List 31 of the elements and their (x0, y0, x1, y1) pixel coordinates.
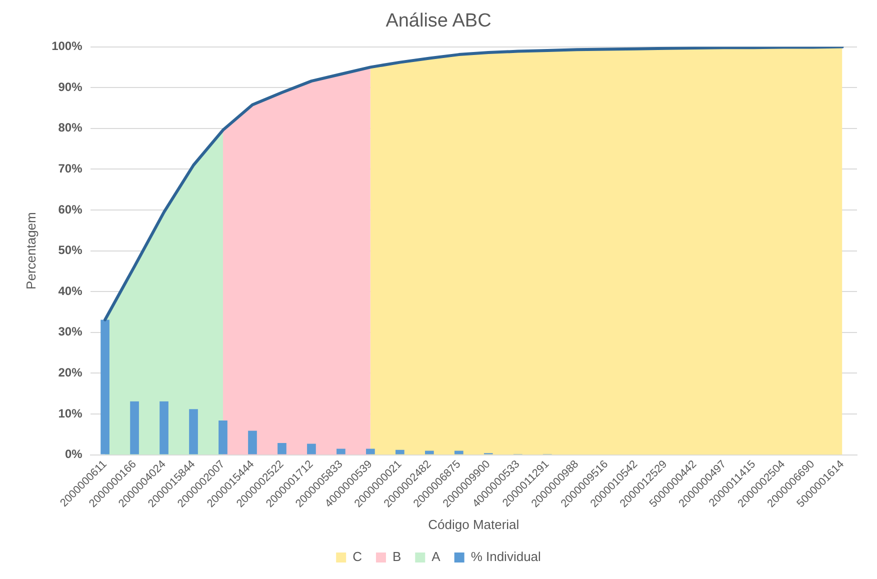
y-axis-title: Percentagem (23, 212, 38, 290)
legend-label: A (432, 549, 441, 564)
y-tick-label: 100% (52, 39, 83, 54)
legend-label: C (352, 549, 362, 564)
chart-title: Análise ABC (386, 10, 492, 32)
bar (396, 450, 404, 454)
y-tick-label: 90% (58, 80, 83, 94)
bar (307, 444, 316, 454)
y-tick-label: 80% (58, 120, 83, 135)
y-tick-label: 0% (64, 447, 83, 462)
y-tick-label: 70% (58, 162, 83, 176)
x-axis-title: Código Material (428, 516, 520, 532)
y-tick-label: 20% (58, 366, 83, 380)
bar (160, 401, 168, 454)
y-tick-label: 30% (58, 324, 83, 339)
bar (248, 430, 257, 454)
legend-label: B (392, 549, 402, 564)
y-tick-label: 10% (58, 406, 83, 420)
bar (130, 401, 139, 454)
bar (424, 450, 434, 454)
bar (218, 420, 228, 454)
bar (278, 442, 286, 454)
y-tick-label: 50% (58, 243, 83, 258)
bar (336, 448, 346, 454)
bar (454, 450, 464, 454)
bar (366, 448, 375, 454)
legend-label: % Individual (470, 549, 542, 564)
bar (100, 320, 110, 454)
y-tick-label: 60% (58, 202, 83, 216)
bar (189, 409, 198, 454)
y-tick-label: 40% (58, 284, 83, 298)
